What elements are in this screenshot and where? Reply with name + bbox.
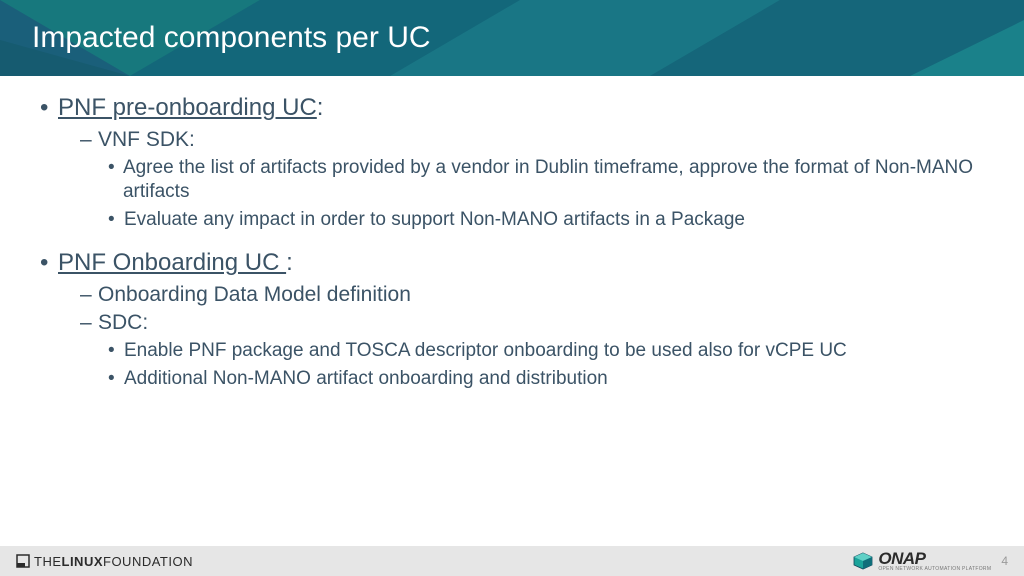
lf-mark-icon [16,554,30,568]
bullet-icon: • [40,249,58,277]
dash-icon: – [80,311,98,335]
dot-icon: • [108,157,123,179]
dash-icon: – [80,128,98,152]
section-heading: PNF Onboarding UC : [58,249,293,277]
point-text: Enable PNF package and TOSCA descriptor … [124,339,847,363]
point: •Additional Non-MANO artifact onboarding… [108,367,984,391]
subitem: – VNF SDK: •Agree the list of artifacts … [80,128,984,231]
subitem-label: VNF SDK: [98,128,195,152]
onap-text: ONAP [878,550,991,567]
slide-header: Impacted components per UC [0,0,1024,76]
onap-subtext: OPEN NETWORK AUTOMATION PLATFORM [878,567,991,572]
slide-body: • PNF pre-onboarding UC: – VNF SDK: •Agr… [0,76,1024,546]
point: •Agree the list of artifacts provided by… [108,156,984,204]
footer-right: ONAP OPEN NETWORK AUTOMATION PLATFORM 4 [852,550,1008,572]
content-list: • PNF pre-onboarding UC: – VNF SDK: •Agr… [40,94,984,391]
dot-icon: • [108,340,124,362]
dot-icon: • [108,368,124,390]
subitem-label: SDC: [98,311,148,335]
section: • PNF pre-onboarding UC: – VNF SDK: •Agr… [40,94,984,231]
onap-mark-icon [852,552,874,570]
dot-icon: • [108,209,124,231]
onap-logo: ONAP OPEN NETWORK AUTOMATION PLATFORM [852,550,991,572]
subitem-label: Onboarding Data Model definition [98,283,411,307]
dash-icon: – [80,283,98,307]
point-text: Evaluate any impact in order to support … [124,208,745,232]
point: •Evaluate any impact in order to support… [108,208,984,232]
linux-foundation-logo: THELINUXFOUNDATION [16,554,193,569]
subitem: – SDC: •Enable PNF package and TOSCA des… [80,311,984,391]
section-heading: PNF pre-onboarding UC: [58,94,323,122]
slide-title: Impacted components per UC [32,21,431,55]
slide-footer: THELINUXFOUNDATION ONAP OPEN NETWORK AUT… [0,546,1024,576]
slide: Impacted components per UC • PNF pre-onb… [0,0,1024,576]
lf-text: THELINUXFOUNDATION [34,554,193,569]
page-number: 4 [1001,554,1008,568]
point-text: Agree the list of artifacts provided by … [123,156,984,204]
bullet-icon: • [40,94,58,122]
subitem: – Onboarding Data Model definition [80,283,984,307]
point: •Enable PNF package and TOSCA descriptor… [108,339,984,363]
section: • PNF Onboarding UC : – Onboarding Data … [40,249,984,391]
point-text: Additional Non-MANO artifact onboarding … [124,367,608,391]
